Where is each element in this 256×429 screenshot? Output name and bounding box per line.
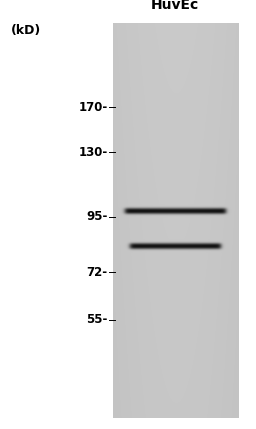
Text: 170-: 170-: [78, 101, 108, 114]
Text: 55-: 55-: [86, 313, 108, 326]
Text: 130-: 130-: [78, 146, 108, 159]
Text: 72-: 72-: [86, 266, 108, 279]
Text: (kD): (kD): [10, 24, 41, 36]
Text: HuvEc: HuvEc: [151, 0, 199, 12]
Text: 95-: 95-: [86, 210, 108, 223]
